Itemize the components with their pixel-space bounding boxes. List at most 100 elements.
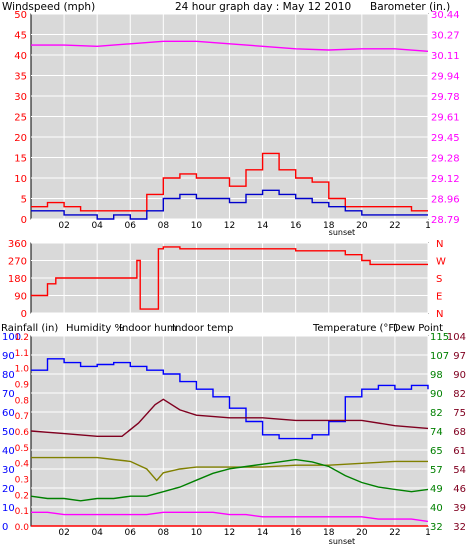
rainfall-y-tick-label: 0.8	[15, 396, 30, 406]
wind-x-tick-label: 20	[356, 221, 368, 231]
temp-x-tick-label: 20	[356, 528, 368, 538]
indoor-temp-y-tick-label: 54	[453, 465, 466, 476]
temperature-y-tick-label: 107	[430, 351, 449, 362]
temp-x-tick-label: 12	[224, 528, 235, 538]
rainfall-y-tick-label: 0.5	[15, 444, 29, 454]
sunset-label: sunset	[329, 537, 356, 546]
temp-x-tick-label: 08	[158, 528, 170, 538]
wind-y-tick-label: 20	[14, 133, 27, 144]
indoor-temp-y-tick-label: 61	[453, 446, 466, 457]
wind-x-tick-label: 1	[425, 221, 431, 231]
temp-x-tick-label: 16	[290, 528, 302, 538]
direction-y-tick-label: 360	[8, 239, 27, 250]
temperature-y-tick-label: 98	[430, 370, 443, 381]
temperature-legend: Temperature (°F)	[312, 323, 398, 334]
wind-x-tick-label: 02	[58, 221, 69, 231]
direction-line	[31, 246, 428, 310]
temperature-y-tick-label: 82	[430, 408, 443, 419]
barometer-y-tick-label: 30.11	[431, 51, 460, 62]
wind-barometer-panel: 5045403530252015105030.4430.2730.1129.94…	[14, 10, 459, 237]
temperature-y-tick-label: 32	[430, 522, 443, 533]
wind-y-tick-label: 35	[14, 72, 27, 83]
temp-x-tick-label: 02	[58, 528, 69, 538]
rainfall-y-tick-label: 0.6	[15, 428, 30, 438]
humidity-line	[31, 358, 429, 440]
indoor-temp-y-tick-label: 104	[447, 332, 466, 343]
indoor-temp-y-tick-label: 75	[453, 408, 466, 419]
temp-x-tick-label: 1	[425, 528, 431, 538]
temp-x-tick-label: 10	[191, 528, 203, 538]
temperature-y-tick-label: 115	[430, 332, 449, 343]
wind-x-tick-label: 14	[257, 221, 269, 231]
indoor-temp-y-tick-label: 90	[453, 370, 466, 381]
wind-y-tick-label: 40	[14, 51, 27, 62]
indoor-temp-legend: Indoor temp	[172, 323, 233, 334]
indoor_hum-line	[31, 456, 428, 482]
wind-x-tick-label: 04	[91, 221, 103, 231]
direction-y-tick-label: 180	[8, 274, 27, 285]
wind-y-tick-label: 0	[21, 215, 27, 226]
barometer-y-tick-label: 29.45	[431, 133, 460, 144]
rainfall-y-tick-label: 0.3	[15, 476, 29, 486]
rainfall-y-tick-label: 0.7	[15, 412, 29, 422]
indoor-temp-y-tick-label: 32	[453, 522, 466, 533]
rainfall-y-tick-label: 1.2	[15, 333, 29, 343]
temp-x-tick-label: 04	[91, 528, 103, 538]
temperature-y-tick-label: 65	[430, 446, 443, 457]
direction-y-tick-label: 270	[8, 257, 27, 268]
humidity-legend: Humidity %	[66, 323, 124, 334]
direction-y-tick-label: 90	[14, 292, 27, 303]
temperature-y-tick-label: 90	[430, 389, 443, 400]
compass-tick-label: E	[436, 292, 442, 303]
barometer-y-tick-label: 30.44	[431, 10, 460, 21]
dew_point-line	[31, 511, 429, 523]
temperature-humidity-panel: 10090807060504030201001.21.11.00.90.80.7…	[2, 332, 466, 546]
rainfall-y-tick-label: 0.4	[15, 460, 30, 470]
temperature-line	[30, 458, 429, 502]
wind-x-tick-label: 06	[125, 221, 137, 231]
indoor-hum-legend: Indoor hum	[119, 323, 177, 334]
humidity-y-tick-label: 70	[2, 389, 15, 400]
humidity-y-tick-label: 50	[2, 427, 15, 438]
compass-tick-label: S	[436, 274, 442, 285]
sunset-label: sunset	[329, 228, 356, 237]
temp-x-tick-label: 18	[323, 528, 335, 538]
barometer-axis-title: Barometer (in.)	[370, 1, 450, 13]
rainfall-y-tick-label: 1.1	[15, 349, 29, 359]
wind-x-tick-label: 10	[191, 221, 203, 231]
barometer-y-tick-label: 30.27	[431, 31, 460, 42]
wind_gust-line	[31, 152, 428, 212]
rainfall-axis-title: Rainfall (in)	[1, 323, 58, 334]
humidity-y-tick-label: 90	[2, 351, 15, 362]
direction-y-tick-label: 0	[21, 309, 27, 320]
temp-x-tick-label: 14	[257, 528, 269, 538]
temp-x-tick-label: 06	[125, 528, 137, 538]
wind-x-tick-label: 22	[389, 221, 400, 231]
humidity-y-tick-label: 80	[2, 370, 15, 381]
temperature-y-tick-label: 40	[430, 503, 443, 514]
indoor_temp-line	[30, 398, 429, 437]
indoor-temp-y-tick-label: 97	[453, 351, 466, 362]
wind-x-tick-label: 16	[290, 221, 302, 231]
wind-x-tick-label: 12	[224, 221, 235, 231]
wind-x-tick-label: 18	[323, 221, 335, 231]
graph-title: 24 hour graph day : May 12 2010	[175, 1, 351, 13]
humidity-y-tick-label: 20	[2, 484, 15, 495]
wind-y-tick-label: 45	[14, 31, 27, 42]
indoor-temp-y-tick-label: 68	[453, 427, 466, 438]
wind-x-tick-label: 08	[158, 221, 170, 231]
wind_speed-line	[31, 189, 428, 220]
temperature-y-tick-label: 57	[430, 465, 443, 476]
temperature-y-tick-label: 49	[430, 484, 443, 495]
humidity-y-tick-label: 100	[2, 332, 21, 343]
wind-y-tick-label: 10	[14, 174, 27, 185]
indoor-temp-y-tick-label: 46	[453, 484, 466, 495]
wind-y-tick-label: 25	[14, 113, 27, 124]
temp-x-tick-label: 22	[389, 528, 400, 538]
indoor-temp-y-tick-label: 39	[453, 503, 466, 514]
barometer-y-tick-label: 29.12	[431, 174, 460, 185]
wind-y-tick-label: 30	[14, 92, 27, 103]
compass-tick-label: N	[436, 309, 443, 320]
